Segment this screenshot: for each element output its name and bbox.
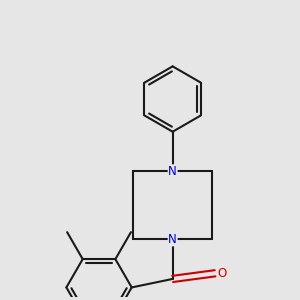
Text: N: N xyxy=(168,165,177,178)
Text: N: N xyxy=(168,233,177,246)
Text: O: O xyxy=(217,267,226,280)
